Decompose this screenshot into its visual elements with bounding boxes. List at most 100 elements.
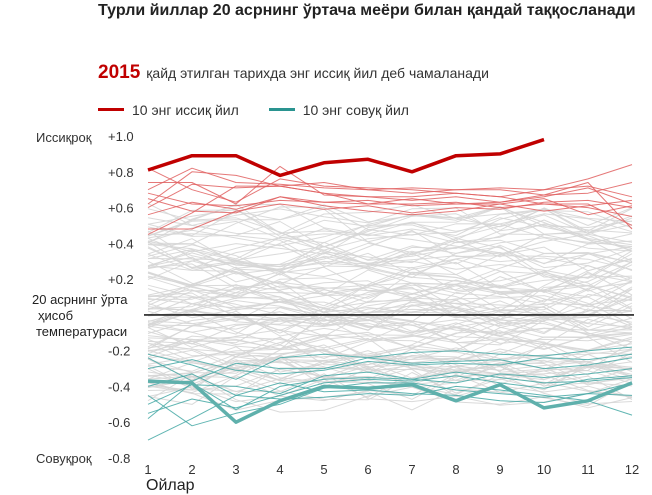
warm-year-line	[147, 164, 633, 191]
y-tick-label: -0.4	[108, 379, 130, 394]
y-tick-label: +0.4	[108, 236, 134, 251]
background-year-line	[147, 266, 633, 303]
background-year-line	[147, 292, 633, 343]
background-year-line	[147, 245, 633, 276]
y-tick-label: +0.6	[108, 201, 134, 216]
cold-year-line	[147, 375, 633, 414]
background-year-line	[147, 345, 633, 381]
legend-label-cold: 10 энг совуқ йил	[302, 101, 409, 118]
y-tick-label: -0.8	[108, 451, 130, 466]
background-year-line	[147, 367, 633, 403]
highlight-lines	[147, 137, 633, 424]
background-year-line	[147, 246, 633, 271]
cold-year-line	[147, 353, 633, 375]
background-year-lines	[147, 203, 633, 413]
y-label-colder: Совуқроқ	[36, 451, 92, 466]
legend-item-cold: 10 энг совуқ йил	[268, 101, 409, 118]
y-tick-label: +0.8	[108, 165, 134, 180]
cold-year-line	[147, 385, 633, 441]
background-year-line	[147, 245, 633, 291]
coldest-year-line	[147, 379, 633, 424]
y-tick-label: -0.2	[108, 344, 130, 359]
background-year-line	[147, 230, 633, 268]
background-year-line	[147, 271, 633, 303]
x-tick-label: 4	[276, 462, 283, 477]
legend: 10 энг иссиқ йил 10 энг совуқ йил	[98, 98, 435, 118]
baseline-label-line-3: температураси	[36, 324, 127, 339]
background-year-line	[147, 260, 633, 294]
legend-item-warm: 10 энг иссиқ йил	[98, 102, 239, 118]
x-tick-label: 10	[537, 462, 551, 477]
baseline-label-line-1: 20 асрнинг ўрта	[32, 292, 128, 307]
warm-year-line	[147, 171, 633, 205]
background-year-line	[147, 327, 633, 372]
warm-year-line	[147, 182, 633, 235]
chart-subtitle: 2015 қайд этилган тарихда энг иссиқ йил д…	[98, 62, 489, 84]
cold-year-line	[147, 346, 633, 380]
chart-title: Турли йиллар 20 асрнинг ўртача меёри бил…	[98, 2, 636, 19]
legend-swatch-warm	[98, 108, 124, 111]
background-year-line	[147, 266, 633, 313]
highlight-year: 2015	[98, 62, 141, 83]
background-year-line	[147, 280, 633, 322]
background-year-line	[147, 263, 633, 306]
background-year-line	[147, 204, 633, 237]
background-year-line	[147, 348, 633, 388]
x-tick-label: 6	[364, 462, 371, 477]
x-tick-label: 11	[581, 462, 595, 477]
background-year-line	[147, 355, 633, 387]
background-year-line	[147, 217, 633, 252]
x-tick-label: 3	[232, 462, 239, 477]
warm-year-line	[147, 183, 633, 209]
background-year-line	[147, 257, 633, 300]
background-year-line	[147, 222, 633, 255]
x-tick-label: 9	[496, 462, 503, 477]
legend-swatch-cold	[268, 108, 295, 111]
background-year-line	[147, 346, 633, 381]
background-year-line	[147, 244, 633, 288]
warm-year-line	[147, 196, 633, 216]
background-year-line	[147, 217, 633, 264]
cold-year-line	[147, 371, 633, 405]
background-year-line	[147, 203, 633, 235]
background-year-line	[147, 206, 633, 237]
background-year-line	[147, 316, 633, 352]
background-year-line	[147, 271, 633, 322]
warm-year-line	[148, 199, 633, 230]
cold-year-line	[147, 357, 633, 382]
warm-year-line	[147, 167, 633, 203]
background-year-line	[147, 348, 633, 377]
background-year-line	[147, 221, 633, 258]
x-axis-ticks: 1 2 3 4 5 6 7 8 9 10 11 12	[144, 462, 639, 477]
highlight-year-line	[147, 137, 545, 178]
warm-year-lines	[147, 164, 633, 235]
y-label-warmer: Иссиқроқ	[36, 130, 92, 145]
cold-year-lines	[147, 346, 633, 441]
background-year-line	[147, 297, 633, 333]
subtitle-text: қайд этилган тарихда энг иссиқ йил деб ч…	[146, 65, 489, 81]
x-tick-label: 2	[188, 462, 195, 477]
x-tick-label: 12	[625, 462, 639, 477]
legend-label-warm: 10 энг иссиқ йил	[132, 101, 239, 118]
x-tick-label: 5	[320, 462, 327, 477]
cold-year-line	[147, 373, 633, 403]
background-year-line	[147, 330, 633, 374]
background-year-line	[147, 206, 633, 260]
y-axis-ticks: +1.0 +0.8 +0.6 +0.4 +0.2 -0.2 -0.4 -0.6 -0.8	[108, 129, 134, 466]
background-year-line	[147, 370, 633, 405]
warm-year-line	[147, 196, 633, 214]
baseline-label-line-2: ҳисоб	[38, 308, 73, 323]
x-tick-label: 7	[408, 462, 415, 477]
y-tick-label: +1.0	[108, 129, 134, 144]
x-axis-label: Ойлар	[146, 477, 195, 494]
background-year-line	[147, 375, 633, 411]
y-tick-label: +0.2	[108, 272, 134, 287]
x-tick-label: 1	[144, 462, 151, 477]
background-year-line	[147, 317, 633, 359]
background-year-line	[147, 284, 633, 322]
warm-year-line	[147, 192, 633, 226]
x-tick-label: 8	[452, 462, 459, 477]
baseline-label: 20 асрнинг ўрта ҳисоб температураси	[32, 292, 128, 339]
y-tick-label: -0.6	[108, 415, 130, 430]
